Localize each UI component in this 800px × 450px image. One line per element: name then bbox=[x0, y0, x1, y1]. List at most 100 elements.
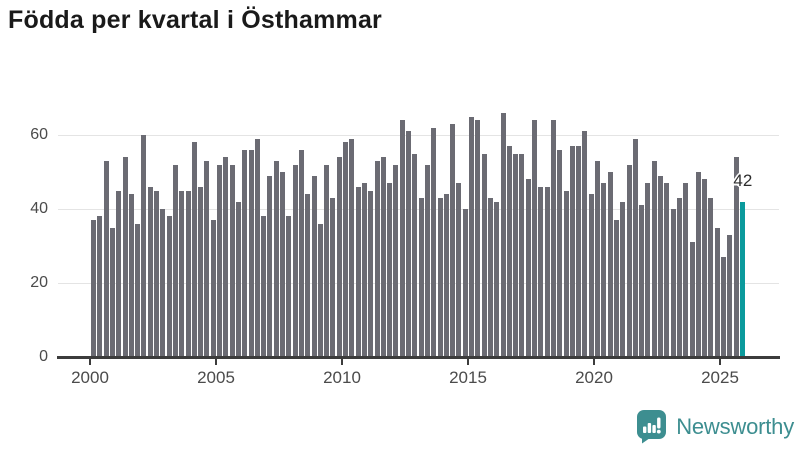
x-axis-tick-label: 2005 bbox=[197, 368, 235, 387]
newsworthy-branding: Newsworthy bbox=[637, 410, 794, 444]
bar-2004Q2 bbox=[198, 186, 204, 357]
bar-2023Q1 bbox=[670, 209, 676, 357]
bar-2009Q1 bbox=[317, 223, 323, 357]
bar-2000Q1 bbox=[91, 220, 96, 357]
x-axis-tick-label: 2015 bbox=[449, 368, 487, 387]
bar-2012Q4 bbox=[412, 153, 418, 357]
bar-2005Q1 bbox=[217, 164, 222, 357]
bar-2001Q3 bbox=[128, 194, 134, 357]
bar-2021Q3 bbox=[632, 138, 638, 357]
bar-2009Q2 bbox=[324, 164, 330, 357]
bar-2015Q3 bbox=[481, 153, 487, 357]
bar-2011Q4 bbox=[387, 183, 393, 357]
bar-2002Q4 bbox=[160, 209, 166, 357]
bar-2006Q3 bbox=[254, 138, 260, 357]
bar-2017Q1 bbox=[519, 153, 525, 357]
bar-2007Q4 bbox=[286, 216, 292, 357]
bar-2024Q4 bbox=[714, 227, 720, 357]
bar-2018Q3 bbox=[557, 149, 563, 357]
bar-2024Q3 bbox=[708, 197, 714, 357]
bar-2018Q1 bbox=[544, 186, 550, 357]
bar-2017Q3 bbox=[532, 120, 537, 357]
bar-2022Q1 bbox=[645, 183, 651, 357]
bar-2008Q1 bbox=[292, 164, 298, 357]
bar-2020Q2 bbox=[601, 183, 607, 357]
bar-2017Q4 bbox=[538, 186, 544, 357]
bar-2025Q3 bbox=[733, 157, 739, 357]
bar-2006Q1 bbox=[242, 149, 248, 357]
bar-2003Q4 bbox=[185, 190, 191, 357]
bar-2016Q4 bbox=[513, 153, 519, 357]
bar-2013Q3 bbox=[431, 127, 437, 357]
x-axis-tick-2000 bbox=[89, 357, 91, 365]
bar-2011Q1 bbox=[368, 190, 374, 357]
x-axis-line bbox=[57, 356, 780, 359]
x-axis-tick-2025 bbox=[719, 357, 721, 365]
bar-2002Q1 bbox=[141, 135, 147, 357]
bar-2005Q2 bbox=[223, 157, 229, 357]
bar-2011Q2 bbox=[374, 160, 380, 357]
bar-highlight-2025Q4 bbox=[739, 201, 745, 357]
bar-2010Q1 bbox=[343, 142, 348, 357]
gridline-y40 bbox=[58, 209, 779, 210]
bar-2015Q4 bbox=[487, 197, 493, 357]
bar-2010Q3 bbox=[355, 186, 361, 357]
bar-2005Q3 bbox=[229, 164, 235, 357]
newsworthy-logo-text: Newsworthy bbox=[676, 414, 794, 439]
bar-2014Q4 bbox=[462, 209, 468, 357]
bar-2016Q3 bbox=[506, 146, 512, 357]
bar-2001Q1 bbox=[116, 190, 122, 357]
bar-2013Q2 bbox=[424, 164, 430, 357]
x-axis-tick-2010 bbox=[341, 357, 343, 365]
bar-2012Q3 bbox=[406, 131, 411, 357]
bar-2003Q2 bbox=[172, 164, 178, 357]
bar-2014Q3 bbox=[456, 183, 462, 357]
bar-2022Q4 bbox=[664, 183, 670, 357]
bar-2022Q2 bbox=[651, 160, 657, 357]
bar-2013Q1 bbox=[418, 197, 424, 357]
bar-2007Q3 bbox=[280, 172, 285, 357]
bar-2006Q2 bbox=[248, 149, 254, 357]
bar-2000Q3 bbox=[103, 160, 109, 357]
x-axis-tick-2015 bbox=[467, 357, 469, 365]
bar-2023Q3 bbox=[683, 183, 689, 357]
bar-2004Q3 bbox=[204, 160, 210, 357]
bar-2002Q2 bbox=[147, 186, 153, 357]
bar-2016Q2 bbox=[500, 112, 506, 357]
bar-2011Q3 bbox=[380, 157, 386, 357]
bar-2014Q2 bbox=[450, 123, 456, 357]
bar-2025Q2 bbox=[727, 234, 733, 357]
bar-2010Q4 bbox=[361, 183, 367, 357]
bar-2019Q3 bbox=[582, 131, 588, 357]
bar-2003Q3 bbox=[179, 190, 185, 357]
bar-2020Q1 bbox=[595, 160, 600, 357]
bar-2012Q2 bbox=[399, 120, 405, 357]
bar-2001Q2 bbox=[122, 157, 128, 357]
bar-2007Q2 bbox=[273, 160, 279, 357]
bar-2007Q1 bbox=[267, 175, 273, 357]
chart-title: Födda per kvartal i Östhammar bbox=[8, 6, 382, 34]
bar-2021Q1 bbox=[620, 201, 626, 357]
gridline-y20 bbox=[58, 283, 779, 284]
bar-2010Q2 bbox=[349, 138, 355, 357]
x-axis-tick-label: 2010 bbox=[323, 368, 361, 387]
bar-2009Q3 bbox=[330, 197, 336, 357]
bar-2021Q2 bbox=[626, 164, 632, 357]
bar-2000Q2 bbox=[97, 216, 103, 357]
bar-2012Q1 bbox=[393, 164, 399, 357]
bar-2013Q4 bbox=[437, 197, 443, 357]
bar-2009Q4 bbox=[336, 157, 342, 357]
bar-2001Q4 bbox=[135, 223, 141, 357]
bar-2017Q2 bbox=[525, 179, 531, 357]
bar-2020Q3 bbox=[607, 172, 613, 357]
highlight-value-label: 42 bbox=[733, 171, 753, 190]
y-axis-tick-label: 60 bbox=[30, 126, 48, 143]
bar-2025Q1 bbox=[721, 257, 726, 357]
bar-2018Q2 bbox=[550, 120, 556, 357]
bar-2022Q3 bbox=[658, 175, 663, 357]
bar-2008Q2 bbox=[298, 149, 304, 357]
x-axis-tick-label: 2020 bbox=[575, 368, 613, 387]
bar-2023Q4 bbox=[689, 242, 695, 357]
bar-2006Q4 bbox=[261, 216, 267, 357]
